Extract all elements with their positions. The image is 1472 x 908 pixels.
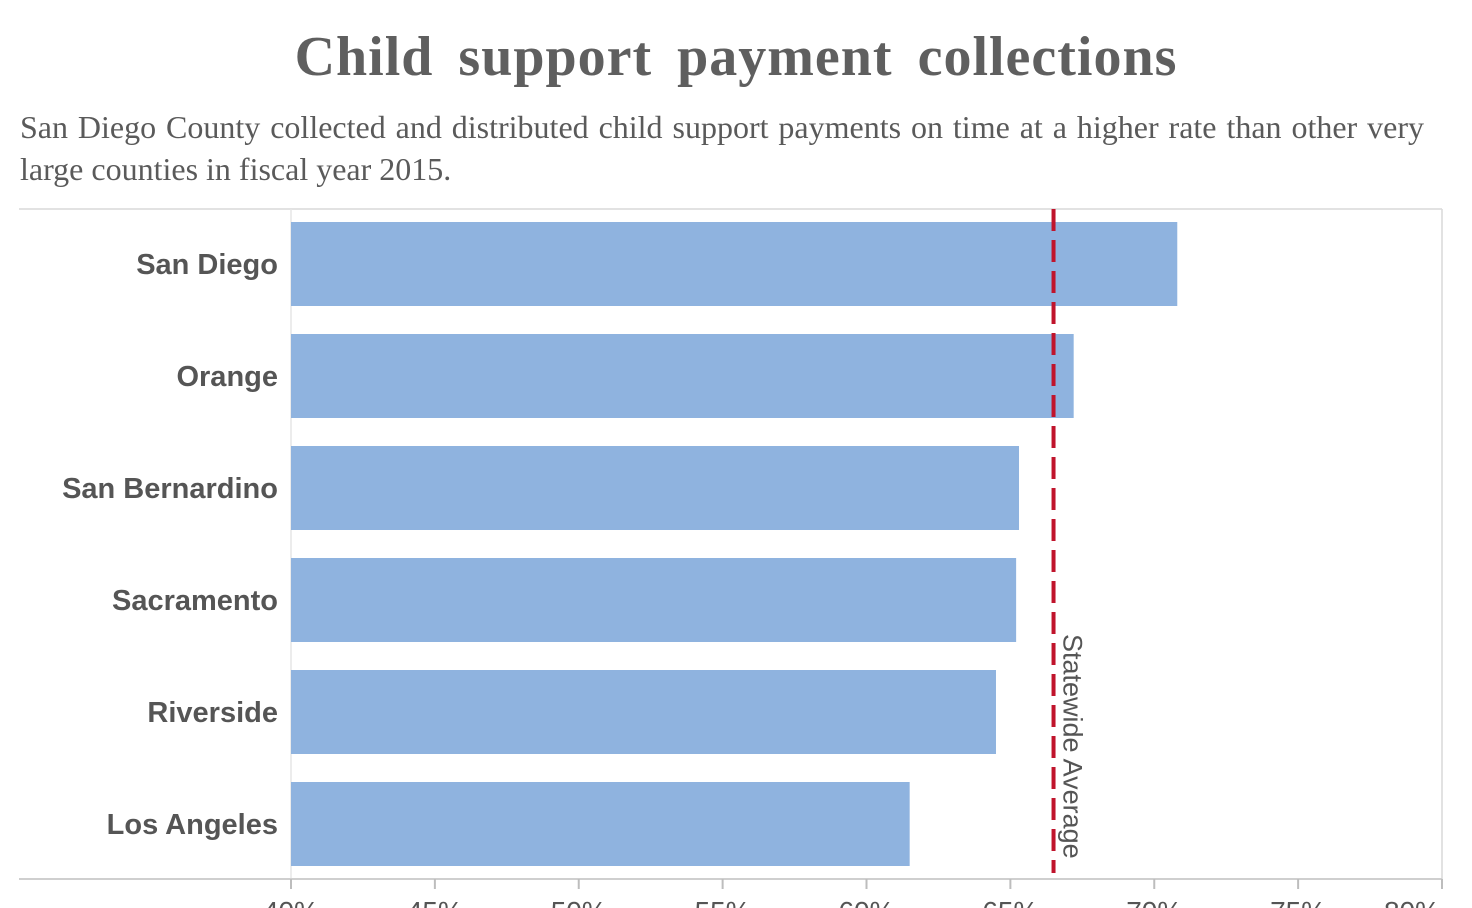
chart-subtitle: San Diego County collected and distribut… bbox=[20, 109, 1424, 187]
statewide-average-line: Statewide Average bbox=[1051, 209, 1088, 873]
x-tick-label: 80% bbox=[1384, 896, 1440, 908]
category-label: San Bernardino bbox=[62, 473, 278, 505]
x-tick-label: 70% bbox=[1126, 896, 1182, 908]
bars bbox=[291, 222, 1178, 866]
category-labels: San Diego Orange San Bernardino Sacramento R… bbox=[62, 249, 278, 841]
x-axis: 40% 45% 50% 55% 60% 65% 70% 75% 80% bbox=[19, 878, 1443, 908]
x-tick-label: 40% bbox=[263, 896, 319, 908]
bar-san-diego bbox=[291, 222, 1178, 306]
x-tick-label: 75% bbox=[1270, 896, 1326, 908]
chart-title: Child support payment collections bbox=[294, 26, 1178, 88]
bar-sacramento bbox=[291, 558, 1017, 642]
bar-riverside bbox=[291, 670, 996, 754]
x-tick-label: 45% bbox=[407, 896, 463, 908]
x-tick-label: 50% bbox=[551, 896, 607, 908]
category-label: Riverside bbox=[147, 697, 278, 729]
category-label: Los Angeles bbox=[107, 809, 278, 841]
x-tick-label: 55% bbox=[695, 896, 751, 908]
x-tick-label: 60% bbox=[838, 896, 894, 908]
category-label: Sacramento bbox=[112, 585, 278, 617]
x-tick-label: 65% bbox=[982, 896, 1038, 908]
bar-san-bernardino bbox=[291, 446, 1020, 530]
category-label: Orange bbox=[176, 361, 278, 393]
bar-los-angeles bbox=[291, 782, 910, 866]
bar-orange bbox=[291, 334, 1074, 418]
category-label: San Diego bbox=[136, 249, 278, 281]
plot-frame bbox=[19, 208, 1443, 879]
reference-line-label: Statewide Average bbox=[1058, 634, 1088, 859]
